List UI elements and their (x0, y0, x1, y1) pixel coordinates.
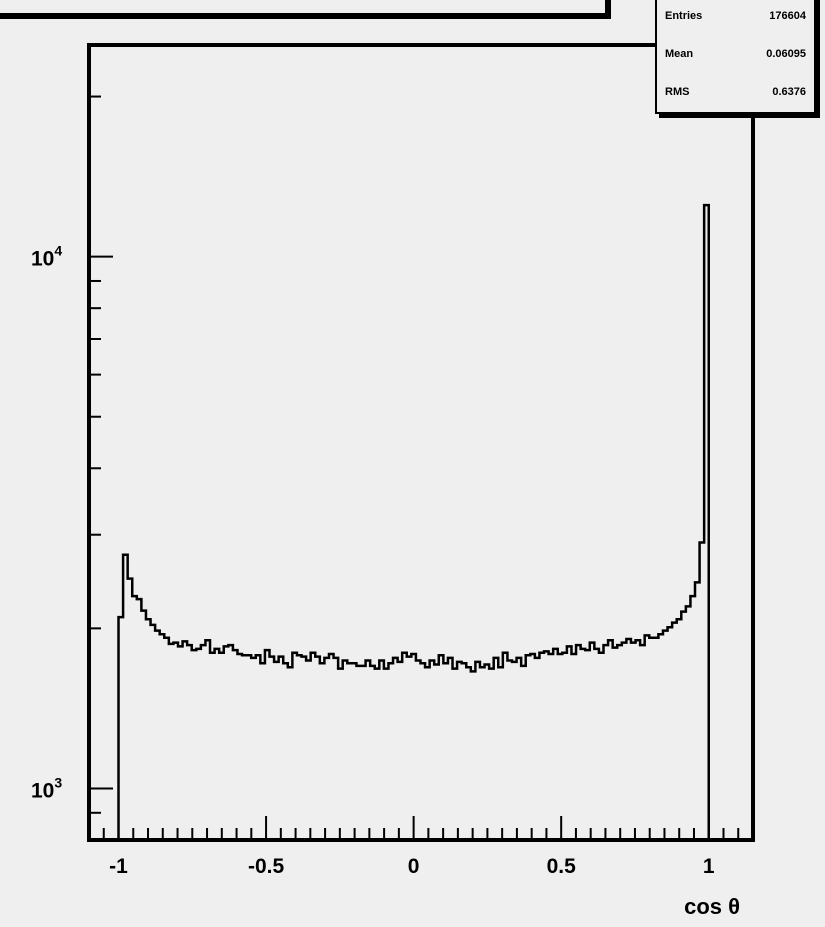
y-tick-label: 103 (31, 774, 62, 802)
x-axis-label: cos θ (684, 894, 740, 919)
stats-box: Entries 176604 Mean 0.06095 RMS 0.6376 (655, 0, 816, 114)
y-tick-label: 104 (31, 243, 62, 271)
x-tick-label: 0 (408, 855, 420, 878)
title-box (0, 0, 608, 16)
plot-frame (87, 43, 755, 842)
stat-entries-label: Entries (665, 10, 703, 22)
stat-mean-label: Mean (665, 48, 694, 60)
stat-rms-label: RMS (665, 86, 690, 98)
stat-mean-value: 0.06095 (766, 48, 806, 60)
x-tick-label: -1 (109, 855, 128, 878)
stat-entries-value: 176604 (769, 10, 806, 22)
histogram-line (117, 203, 710, 840)
stat-rms-value: 0.6376 (772, 86, 806, 98)
x-tick-label: 0.5 (547, 855, 577, 878)
x-tick-label: -0.5 (248, 855, 285, 878)
x-tick-label: 1 (703, 855, 715, 878)
